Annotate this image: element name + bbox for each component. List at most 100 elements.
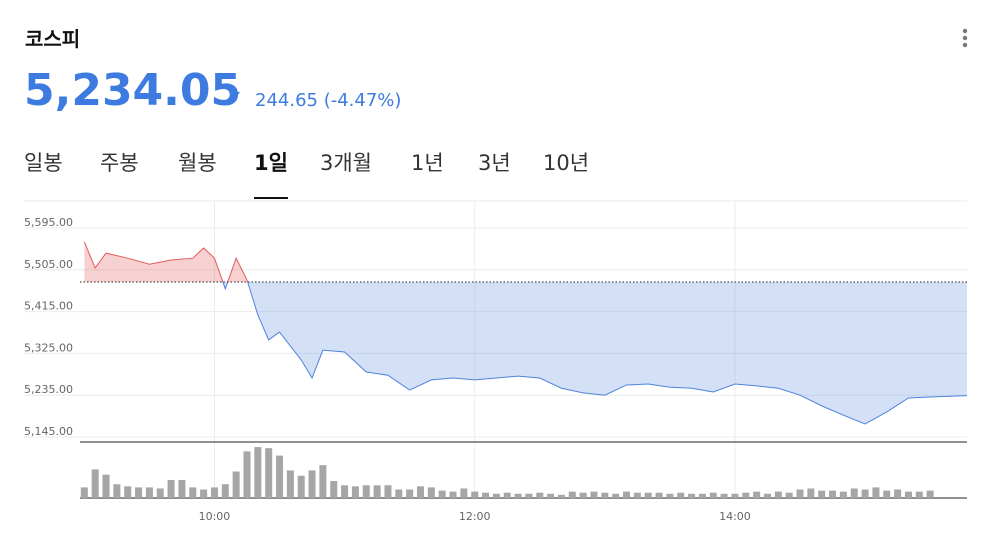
volume-bar — [145, 487, 153, 498]
volume-bar — [276, 455, 284, 498]
volume-bar — [265, 448, 273, 498]
volume-bar — [677, 492, 685, 498]
volume-bar — [232, 471, 240, 498]
volume-bar — [796, 489, 804, 498]
volume-bar — [460, 488, 468, 498]
volume-bar — [688, 493, 696, 498]
volume-bar — [525, 493, 533, 498]
y-tick-label: 5,145.00 — [24, 425, 73, 438]
volume-bar — [189, 487, 197, 498]
volume-bar — [156, 488, 164, 498]
y-tick-label: 5,235.00 — [24, 383, 73, 396]
volume-bar — [243, 451, 251, 498]
tab-underline — [254, 197, 288, 199]
volume-bar — [850, 488, 858, 498]
volume-bar — [655, 492, 663, 498]
x-tick-label: 10:00 — [199, 510, 231, 523]
tab[interactable]: 10년 — [543, 151, 589, 175]
y-tick-label: 5,595.00 — [24, 216, 73, 229]
volume-bar — [557, 494, 565, 498]
x-tick-label: 14:00 — [719, 510, 751, 523]
volume-bar — [720, 493, 728, 498]
volume-bar — [612, 493, 620, 498]
volume-bar — [731, 493, 739, 498]
volume-bar — [883, 490, 891, 498]
volume-bar — [753, 491, 761, 498]
down-arrow — [230, 92, 240, 99]
volume-bar — [503, 492, 511, 498]
tab[interactable]: 3개월 — [320, 151, 372, 175]
volume-bar — [416, 486, 424, 498]
volume-bar — [829, 490, 837, 498]
volume-bar — [254, 447, 262, 498]
volume-bar — [113, 484, 121, 498]
volume-bar — [666, 493, 674, 498]
area-down — [84, 282, 967, 424]
volume-bar — [915, 491, 923, 498]
dot — [962, 42, 968, 48]
volume-bar — [742, 492, 750, 498]
volume-bar — [492, 493, 500, 498]
volume-bar — [926, 490, 934, 498]
volume-bar — [373, 485, 381, 498]
volume-bar — [427, 487, 435, 498]
volume-bar — [135, 487, 143, 498]
volume-bar — [807, 488, 815, 498]
volume-bar — [438, 490, 446, 498]
volume-bar — [547, 493, 555, 498]
line-up — [83, 241, 249, 283]
volume-bar — [514, 493, 522, 498]
volume-bar — [623, 491, 631, 498]
volume-bar — [644, 492, 652, 498]
volume-bar — [102, 474, 110, 498]
volume-bar — [568, 491, 576, 498]
volume-bar — [633, 492, 641, 498]
chart: 5,145.00 5,235.00 5,325.00 5,415.00 5,505.00… — [24, 201, 968, 523]
tab[interactable]: 월봉 — [178, 151, 217, 175]
volume-bar — [91, 469, 99, 498]
volume-bar — [384, 485, 392, 498]
volume-bar — [785, 492, 793, 498]
volume-bar — [395, 489, 403, 498]
area-up — [84, 241, 248, 283]
volume-bar — [221, 484, 229, 498]
volume-bar — [297, 475, 305, 498]
volume-bar — [872, 487, 880, 498]
volume-bar — [471, 491, 479, 498]
volume-bar — [709, 492, 717, 498]
x-tick-label: 12:00 — [459, 510, 491, 523]
y-tick-label: 5,325.00 — [24, 341, 73, 354]
more-menu[interactable] — [962, 28, 968, 48]
volume-bar — [601, 492, 609, 498]
tab[interactable]: 주봉 — [100, 151, 139, 175]
volume-bar — [200, 489, 208, 498]
tab[interactable]: 1년 — [411, 151, 444, 175]
volume-bar — [319, 465, 327, 498]
tabs: 일봉 주봉 월봉 1일 3개월 1년 3년 10년 — [24, 151, 589, 199]
tab[interactable]: 일봉 — [24, 151, 63, 175]
volume-bar — [894, 489, 902, 498]
volume-bar — [482, 492, 490, 498]
change: 244.65 (-4.47%) — [255, 90, 401, 111]
volume-bar — [861, 489, 869, 498]
volume-bar — [590, 491, 598, 498]
volume-bar — [406, 489, 414, 498]
volume-bar — [362, 485, 370, 498]
tab[interactable]: 1일 — [254, 151, 288, 175]
volume-bar — [330, 481, 338, 498]
dot — [962, 28, 968, 34]
volume-bar — [178, 479, 186, 498]
volume-bar — [763, 493, 771, 498]
volume-bar — [774, 491, 782, 498]
volume-bar — [579, 492, 587, 498]
volume-bar — [904, 491, 912, 498]
volume-bar — [210, 487, 218, 498]
volume-bar — [351, 486, 359, 498]
tab[interactable]: 3년 — [478, 151, 511, 175]
volume-bar — [286, 470, 294, 498]
volume-bar — [536, 492, 544, 498]
volume-bar — [167, 479, 175, 498]
volume-bar — [80, 487, 88, 498]
